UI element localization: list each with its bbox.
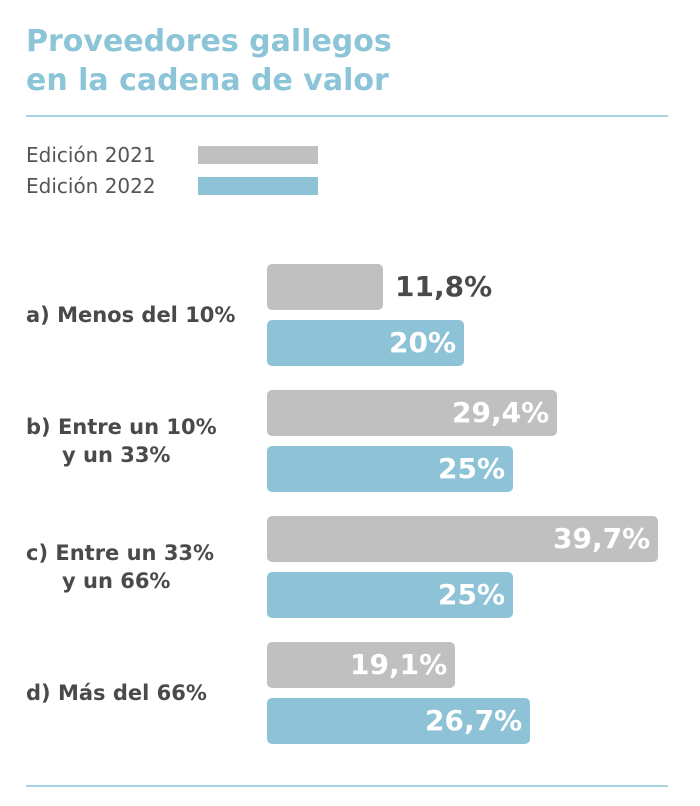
data-label: 11,8% xyxy=(395,270,493,303)
legend-item: Edición 2021 xyxy=(26,143,318,167)
category-label: a) Menos del 10% xyxy=(26,301,235,329)
category-label-line: c) Entre un 33% xyxy=(26,541,215,565)
category-label-line: a) Menos del 10% xyxy=(26,303,236,327)
bar xyxy=(267,572,513,618)
legend-label: Edición 2022 xyxy=(26,174,156,198)
legend-swatch xyxy=(198,146,318,164)
bar xyxy=(267,698,530,744)
data-label: 39,7% xyxy=(553,522,651,555)
legend-item: Edición 2022 xyxy=(26,174,318,198)
category-label-line: d) Más del 66% xyxy=(26,681,207,705)
bar xyxy=(267,516,658,562)
category-label-line: y un 66% xyxy=(62,569,171,593)
legend-label: Edición 2021 xyxy=(26,143,156,167)
chart-title: Proveedores gallegos en la cadena de val… xyxy=(26,22,392,100)
bar xyxy=(267,320,464,366)
data-label: 25% xyxy=(438,452,506,485)
bar xyxy=(267,264,383,310)
bar xyxy=(267,446,513,492)
data-label: 26,7% xyxy=(425,704,523,737)
legend-swatch xyxy=(198,177,318,195)
category-label: c) Entre un 33% y un 66% xyxy=(26,539,214,595)
data-label: 29,4% xyxy=(452,396,550,429)
bottom-divider xyxy=(26,785,668,787)
category-label-line: b) Entre un 10% xyxy=(26,415,217,439)
category-label: b) Entre un 10% y un 33% xyxy=(26,413,217,469)
data-label: 19,1% xyxy=(350,648,448,681)
category-label: d) Más del 66% xyxy=(26,679,207,707)
top-divider xyxy=(26,115,668,117)
chart-title-line-1: Proveedores gallegos xyxy=(26,24,392,59)
data-label: 25% xyxy=(438,578,506,611)
bar xyxy=(267,390,557,436)
category-label-line: y un 33% xyxy=(62,443,171,467)
bar xyxy=(267,642,455,688)
chart-title-line-2: en la cadena de valor xyxy=(26,63,389,98)
data-label: 20% xyxy=(389,326,457,359)
